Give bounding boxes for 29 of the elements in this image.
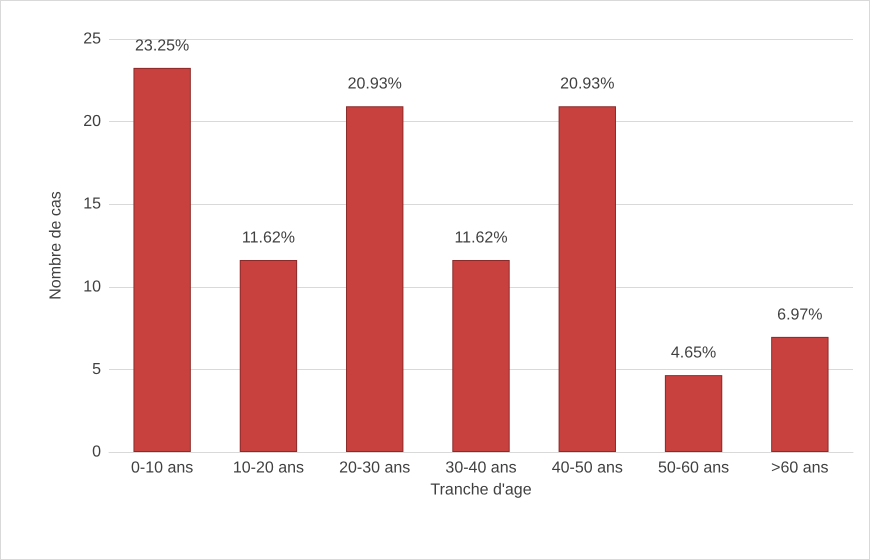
data-label: 20.93%	[348, 76, 402, 93]
bar	[452, 260, 510, 452]
x-axis-title: Tranche d'age	[430, 482, 532, 498]
x-tick-label: 30-40 ans	[445, 460, 517, 476]
y-tick-label: 25	[83, 30, 102, 48]
data-label: 23.25%	[135, 37, 190, 54]
data-label: 20.93%	[560, 76, 614, 93]
x-tick-label: >60 ans	[771, 460, 829, 476]
x-tick-label: 20-30 ans	[339, 460, 410, 476]
x-tick-label: 10-20 ans	[232, 460, 304, 476]
data-label: 6.97%	[777, 306, 823, 324]
x-tick-label: 40-50 ans	[552, 460, 623, 476]
bar	[771, 336, 829, 452]
bar	[664, 375, 722, 452]
y-tick-label: 15	[83, 196, 102, 213]
bar	[346, 106, 404, 452]
y-tick-label: 0	[92, 444, 102, 460]
y-tick-label: 20	[83, 113, 102, 130]
x-tick-label: 0-10 ans	[131, 460, 194, 476]
bar	[133, 68, 191, 452]
data-label: 4.65%	[670, 344, 716, 362]
data-label: 11.62%	[454, 230, 508, 247]
data-label: 11.62%	[242, 230, 295, 247]
x-tick-label: 50-60 ans	[658, 460, 730, 476]
y-tick-label: 10	[83, 278, 102, 296]
y-axis-title: Nombre de cas	[48, 191, 64, 300]
y-tick-label: 5	[92, 360, 102, 378]
bar	[558, 106, 616, 452]
bar	[240, 260, 298, 452]
